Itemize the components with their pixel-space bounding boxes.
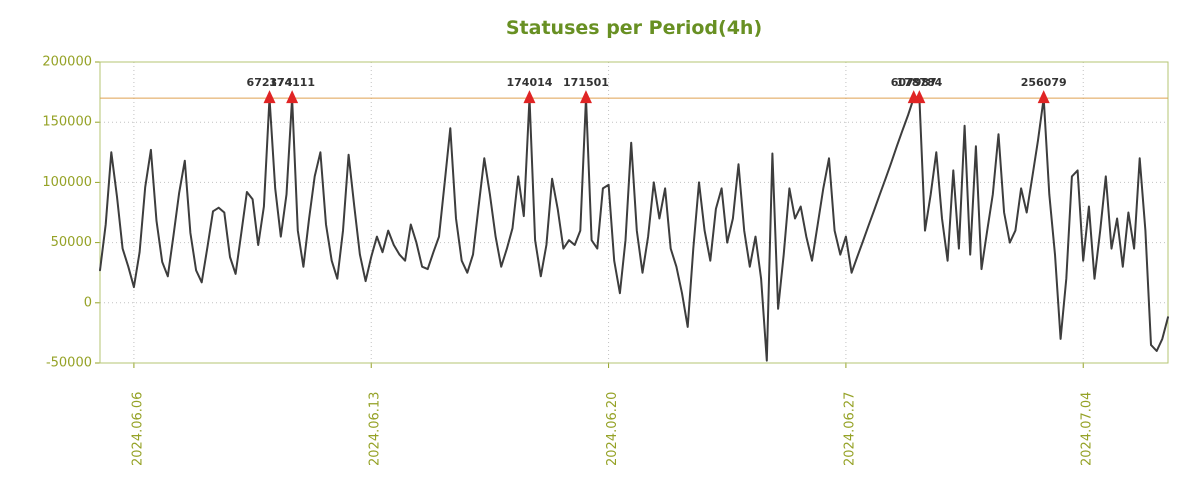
peak-value-label: 672374 bbox=[247, 76, 293, 89]
x-tick-label: 2024.06.20 bbox=[605, 392, 620, 466]
peak-marker-icon bbox=[286, 90, 299, 104]
chart-title: Statuses per Period(4h) bbox=[506, 17, 762, 39]
y-tick-label: 200000 bbox=[42, 55, 92, 70]
peak-value-label: 174111 bbox=[269, 76, 315, 89]
y-tick-label: 0 bbox=[84, 295, 92, 310]
peak-value-label: 178784 bbox=[896, 76, 942, 89]
peak-marker-icon bbox=[263, 90, 276, 104]
peak-marker-icon bbox=[1037, 90, 1050, 104]
y-tick-label: -50000 bbox=[46, 356, 92, 371]
x-tick-label: 2024.06.27 bbox=[842, 392, 857, 466]
x-tick-label: 2024.06.13 bbox=[368, 392, 383, 466]
y-tick-label: 100000 bbox=[42, 175, 92, 190]
y-tick-label: 50000 bbox=[51, 235, 92, 250]
peak-value-label: 256079 bbox=[1021, 76, 1067, 89]
peak-value-label: 607987 bbox=[891, 76, 937, 89]
x-tick-label: 2024.06.06 bbox=[130, 392, 145, 466]
peak-marker-icon bbox=[913, 90, 926, 104]
x-tick-label: 2024.07.04 bbox=[1080, 392, 1095, 466]
peak-marker-icon bbox=[579, 90, 592, 104]
y-tick-label: 150000 bbox=[42, 115, 92, 130]
peak-marker-icon bbox=[523, 90, 536, 104]
series-line bbox=[99, 97, 1169, 362]
plot-frame bbox=[99, 61, 1169, 364]
peak-value-label: 171501 bbox=[563, 76, 609, 89]
peak-value-label: 174014 bbox=[506, 76, 552, 89]
